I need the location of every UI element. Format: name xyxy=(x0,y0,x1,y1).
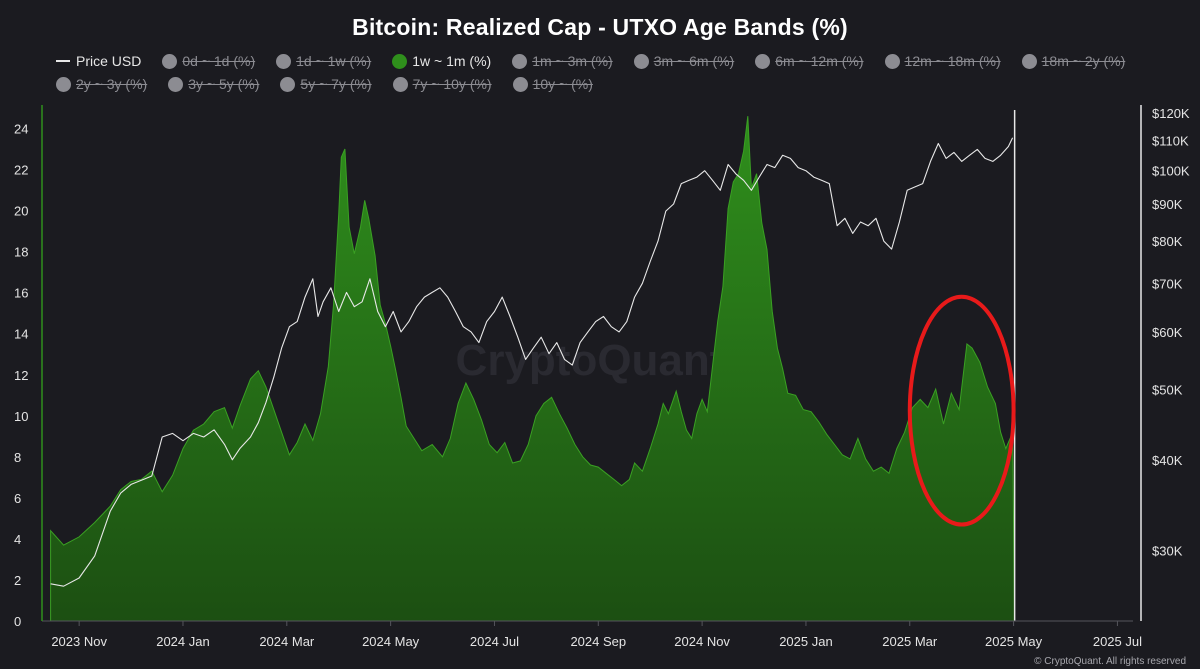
legend-item-12[interactable]: 7y ~ 10y (%) xyxy=(392,75,492,93)
right-tick-label: $40K xyxy=(1152,453,1183,468)
x-tick-label: 2024 Nov xyxy=(674,634,730,649)
x-tick-label: 2025 Jul xyxy=(1093,634,1142,649)
legend-dot-icon xyxy=(1021,53,1037,69)
legend: Price USD 0d ~ 1d (%) 1d ~ 1w (%) 1w ~ 1m (… xyxy=(56,52,1166,93)
legend-item-0[interactable]: Price USD xyxy=(56,52,141,70)
legend-label: 6m ~ 12m (%) xyxy=(775,53,864,69)
x-tick-label: 2025 May xyxy=(985,634,1043,649)
right-tick-label: $50K xyxy=(1152,382,1183,397)
left-tick-label: 6 xyxy=(14,491,21,506)
legend-dot-icon xyxy=(633,53,649,69)
legend-dot-icon xyxy=(392,53,408,69)
x-tick-label: 2023 Nov xyxy=(51,634,107,649)
right-tick-label: $70K xyxy=(1152,276,1183,291)
left-tick-label: 8 xyxy=(14,450,21,465)
legend-label: 2y ~ 3y (%) xyxy=(76,76,148,92)
legend-dot-icon xyxy=(280,76,296,92)
right-tick-label: $110K xyxy=(1152,134,1189,149)
legend-item-4[interactable]: 1m ~ 3m (%) xyxy=(512,52,613,70)
legend-line-icon xyxy=(56,60,70,62)
legend-item-10[interactable]: 3y ~ 5y (%) xyxy=(168,75,259,93)
legend-item-3[interactable]: 1w ~ 1m (%) xyxy=(392,52,491,70)
left-tick-label: 24 xyxy=(14,122,28,137)
legend-dot-icon xyxy=(512,53,528,69)
legend-dot-icon xyxy=(56,76,71,92)
legend-label: 3m ~ 6m (%) xyxy=(653,53,735,69)
legend-label: Price USD xyxy=(76,53,142,69)
left-tick-label: 2 xyxy=(14,573,21,588)
x-tick-label: 2024 Jan xyxy=(156,634,210,649)
legend-item-7[interactable]: 12m ~ 18m (%) xyxy=(884,52,1001,70)
legend-item-13[interactable]: 10y ~ (%) xyxy=(512,75,593,93)
legend-label: 1d ~ 1w (%) xyxy=(296,53,372,69)
price-usd-line xyxy=(50,137,1014,587)
legend-item-9[interactable]: 2y ~ 3y (%) xyxy=(56,75,147,93)
x-tick-label: 2024 Sep xyxy=(570,634,626,649)
right-tick-label: $90K xyxy=(1152,197,1183,212)
legend-label: 12m ~ 18m (%) xyxy=(904,53,1001,69)
left-tick-label: 14 xyxy=(14,327,28,342)
x-tick-label: 2024 May xyxy=(362,634,420,649)
legend-dot-icon xyxy=(162,53,178,69)
left-tick-label: 16 xyxy=(14,286,28,301)
legend-label: 10y ~ (%) xyxy=(532,76,593,92)
legend-item-6[interactable]: 6m ~ 12m (%) xyxy=(755,52,864,70)
right-tick-label: $80K xyxy=(1152,234,1183,249)
legend-item-2[interactable]: 1d ~ 1w (%) xyxy=(276,52,371,70)
legend-dot-icon xyxy=(512,76,528,92)
right-tick-label: $120K xyxy=(1152,106,1190,121)
legend-item-1[interactable]: 0d ~ 1d (%) xyxy=(162,52,255,70)
legend-label: 18m ~ 2y (%) xyxy=(1041,53,1126,69)
right-tick-label: $30K xyxy=(1152,544,1183,559)
right-tick-label: $60K xyxy=(1152,325,1183,340)
left-tick-label: 22 xyxy=(14,163,28,178)
legend-dot-icon xyxy=(755,53,771,69)
right-tick-label: $100K xyxy=(1152,164,1190,179)
legend-label: 5y ~ 7y (%) xyxy=(300,76,372,92)
x-tick-label: 2024 Jul xyxy=(470,634,519,649)
legend-item-5[interactable]: 3m ~ 6m (%) xyxy=(633,52,735,70)
legend-dot-icon xyxy=(392,76,408,92)
legend-label: 3y ~ 5y (%) xyxy=(188,76,260,92)
legend-label: 0d ~ 1d (%) xyxy=(182,53,256,69)
chart-title: Bitcoin: Realized Cap - UTXO Age Bands (… xyxy=(352,14,848,40)
left-tick-label: 0 xyxy=(14,614,21,629)
left-tick-label: 20 xyxy=(14,204,28,219)
legend-label: 7y ~ 10y (%) xyxy=(412,76,492,92)
left-tick-label: 18 xyxy=(14,245,28,260)
x-tick-label: 2025 Mar xyxy=(882,634,938,649)
x-tick-label: 2024 Mar xyxy=(259,634,315,649)
legend-label: 1m ~ 3m (%) xyxy=(532,53,613,69)
legend-label: 1w ~ 1m (%) xyxy=(412,53,492,69)
area-1w-1m xyxy=(50,116,1016,622)
legend-dot-icon xyxy=(168,76,184,92)
watermark: CryptoQuant xyxy=(456,336,725,385)
highlight-ellipse xyxy=(907,294,1016,527)
copyright-text: © CryptoQuant. All rights reserved xyxy=(1034,656,1186,667)
legend-item-8[interactable]: 18m ~ 2y (%) xyxy=(1021,52,1126,70)
legend-dot-icon xyxy=(884,53,900,69)
legend-item-11[interactable]: 5y ~ 7y (%) xyxy=(280,75,372,93)
x-tick-label: 2025 Jan xyxy=(779,634,833,649)
left-tick-label: 10 xyxy=(14,409,28,424)
left-tick-label: 12 xyxy=(14,368,28,383)
left-tick-label: 4 xyxy=(14,532,21,547)
legend-dot-icon xyxy=(276,53,292,69)
